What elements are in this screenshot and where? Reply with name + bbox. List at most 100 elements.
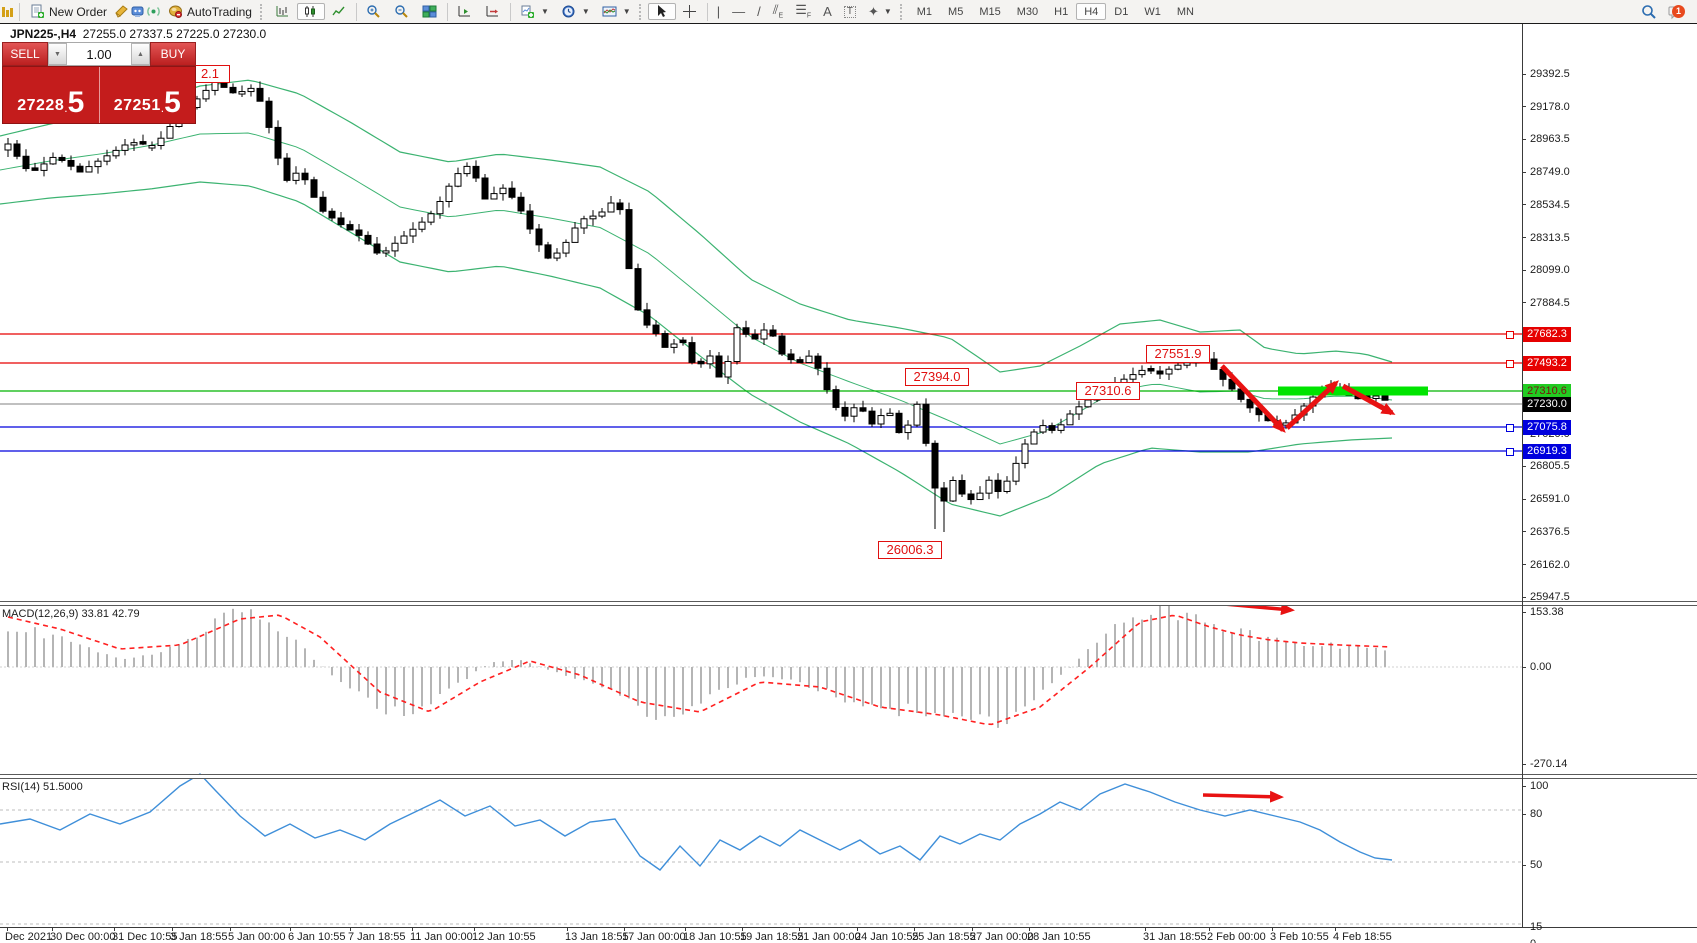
expert-advisors-icon[interactable] — [129, 4, 145, 20]
time-tick — [412, 927, 413, 931]
price-annotation-label[interactable]: 27394.0 — [905, 368, 969, 386]
timeframe-button-mn[interactable]: MN — [1176, 6, 1194, 18]
timeframe-button-m5[interactable]: M5 — [948, 6, 964, 18]
chart-canvas[interactable] — [0, 24, 1522, 927]
timeframe-button-d1[interactable]: D1 — [1114, 6, 1129, 18]
time-tick — [114, 927, 115, 931]
candle-bullish — [166, 126, 174, 139]
candle-bullish — [445, 185, 453, 202]
candle-bullish — [40, 163, 48, 171]
zoom-in-button[interactable] — [360, 3, 388, 20]
chart-window[interactable]: JPN225-,H4 27255.0 27337.5 27225.0 27230… — [0, 24, 1697, 943]
candle-bearish — [301, 172, 309, 181]
chart-shift-button[interactable] — [479, 3, 507, 20]
horizontal-line-tool[interactable]: — — [726, 3, 751, 20]
timeframe-button-m1[interactable]: M1 — [916, 6, 933, 18]
arrows-dropdown[interactable]: ✦ ▼ — [862, 3, 898, 20]
candle-bearish — [256, 87, 264, 102]
line-handle[interactable] — [1506, 448, 1514, 456]
text-tool[interactable]: A — [817, 3, 838, 20]
volume-increase-button[interactable]: ▲ — [131, 43, 150, 65]
timeframe-button-w1[interactable]: W1 — [1144, 6, 1161, 18]
zoom-out-button[interactable] — [388, 3, 416, 20]
candlestick-chart-button[interactable] — [296, 3, 325, 20]
signals-icon[interactable] — [145, 4, 161, 20]
bar-chart-button[interactable] — [269, 3, 297, 20]
new-order-button[interactable]: New Order — [23, 3, 113, 20]
macd-tick — [1522, 764, 1526, 765]
auto-scroll-button[interactable] — [451, 3, 479, 20]
candle-bullish — [877, 415, 885, 425]
tile-windows-button[interactable] — [416, 3, 444, 20]
annotation-arrows[interactable] — [1202, 364, 1396, 803]
timeframe-button-m15[interactable]: M15 — [979, 6, 1001, 18]
timeframe-button-h4[interactable]: H4 — [1076, 3, 1107, 20]
periods-dropdown[interactable]: ▼ — [555, 3, 596, 20]
text-label-tool[interactable]: T — [838, 3, 862, 20]
trendline-tool[interactable]: / — [751, 3, 767, 20]
line-chart-button[interactable] — [325, 3, 353, 20]
cursor-tool-button[interactable] — [647, 3, 676, 20]
price-annotation-label[interactable]: 26006.3 — [878, 541, 942, 559]
trend-arrow[interactable] — [1202, 790, 1284, 803]
rsi-pane-separator[interactable] — [0, 774, 1697, 779]
indicators-dropdown[interactable]: ▼ — [596, 3, 637, 20]
price-tick — [1522, 465, 1526, 467]
candle-bearish — [274, 126, 282, 159]
timeframe-button-m30[interactable]: M30 — [1016, 6, 1039, 18]
candle-bullish — [949, 480, 957, 502]
time-tick-label: 25 Jan 18:55 — [912, 931, 976, 943]
macd-pane-separator[interactable] — [0, 601, 1697, 606]
candle-bullish — [724, 361, 732, 378]
volume-box: ▼ ▲ — [48, 42, 150, 66]
vertical-line-tool[interactable]: | — [711, 3, 726, 20]
buy-price[interactable]: 27251. 5 — [100, 67, 196, 123]
sell-price[interactable]: 27228. 5 — [3, 67, 100, 123]
time-tick-label: 17 Jan 00:00 — [622, 931, 686, 943]
time-tick-label: 7 Jan 18:55 — [348, 931, 406, 943]
toolbar-separator — [509, 2, 511, 21]
autotrading-button[interactable]: AutoTrading — [161, 3, 258, 20]
line-handle[interactable] — [1506, 331, 1514, 339]
candle-bearish — [535, 228, 543, 246]
line-handle[interactable] — [1506, 424, 1514, 432]
candle-bearish — [1147, 368, 1155, 372]
wand-icon[interactable] — [113, 4, 129, 20]
level-lines[interactable] — [0, 333, 1522, 452]
volume-decrease-button[interactable]: ▼ — [48, 43, 67, 65]
line-handle[interactable] — [1506, 360, 1514, 368]
buy-button[interactable]: BUY — [150, 42, 196, 66]
time-tick-label: 31 Jan 18:55 — [1143, 931, 1207, 943]
price-annotation-label[interactable]: 2.1 — [190, 65, 230, 83]
price-tick-label: 25947.5 — [1530, 591, 1570, 604]
one-click-trading-panel: SELL ▼ ▲ BUY 27228.5 27251.5 — [2, 42, 196, 124]
timeframe-button-h1[interactable]: H1 — [1054, 6, 1069, 18]
sell-button[interactable]: SELL — [2, 42, 48, 66]
search-icon[interactable] — [1641, 4, 1657, 20]
cursor-icon — [654, 4, 670, 20]
chart-shift-icon — [485, 4, 501, 20]
fibonacci-tool[interactable]: ☰F — [789, 3, 817, 20]
candle-bearish — [922, 403, 930, 444]
candle-bearish — [337, 217, 345, 226]
chart-window-icon — [0, 4, 16, 20]
trend-arrow[interactable] — [1341, 383, 1396, 416]
trend-arrow[interactable] — [1220, 364, 1286, 433]
rsi-tick-label: 100 — [1530, 780, 1549, 792]
dropdown-arrow-icon: ▼ — [540, 7, 549, 16]
new-chart-dropdown[interactable]: ▼ — [514, 3, 555, 20]
equidistant-channel-tool[interactable]: ⫽E — [767, 3, 789, 20]
candle-bullish — [103, 155, 111, 162]
candle-bullish — [202, 89, 210, 100]
crosshair-tool-button[interactable] — [676, 3, 704, 20]
price-tick — [1522, 269, 1526, 271]
candle-bearish — [742, 327, 750, 335]
trend-arrow[interactable] — [1285, 380, 1339, 430]
buy-price-main: 27251 — [113, 97, 161, 114]
price-annotation-label[interactable]: 27551.9 — [1146, 345, 1210, 363]
price-annotation-label[interactable]: 27310.6 — [1076, 382, 1140, 400]
volume-input[interactable] — [67, 43, 131, 65]
candle-bearish — [76, 165, 84, 173]
chat-icon[interactable]: 1 — [1665, 4, 1687, 20]
candle-bullish — [409, 228, 417, 237]
